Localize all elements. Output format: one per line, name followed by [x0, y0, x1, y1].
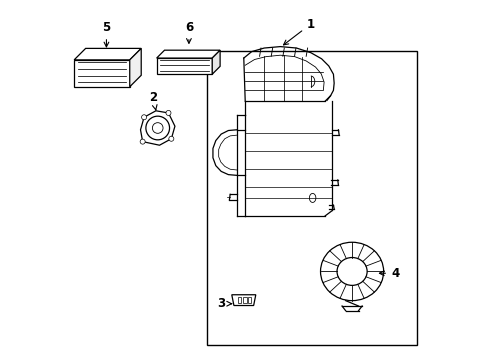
- Circle shape: [142, 115, 146, 120]
- Polygon shape: [140, 111, 175, 145]
- Polygon shape: [156, 50, 220, 58]
- Circle shape: [168, 136, 174, 141]
- Polygon shape: [129, 48, 141, 87]
- Bar: [206, 51, 416, 345]
- Text: 4: 4: [379, 267, 398, 280]
- Polygon shape: [156, 58, 212, 74]
- Polygon shape: [231, 295, 255, 306]
- Bar: [243, 297, 246, 303]
- Circle shape: [140, 139, 145, 144]
- Bar: [247, 297, 251, 303]
- Polygon shape: [74, 60, 129, 87]
- Polygon shape: [74, 48, 141, 60]
- Polygon shape: [212, 50, 220, 74]
- Text: 5: 5: [102, 21, 110, 47]
- Text: 3: 3: [217, 297, 231, 310]
- Circle shape: [165, 111, 171, 116]
- Text: 2: 2: [149, 91, 157, 110]
- Text: 1: 1: [283, 18, 314, 45]
- Bar: [237, 297, 241, 303]
- Text: 6: 6: [184, 21, 193, 43]
